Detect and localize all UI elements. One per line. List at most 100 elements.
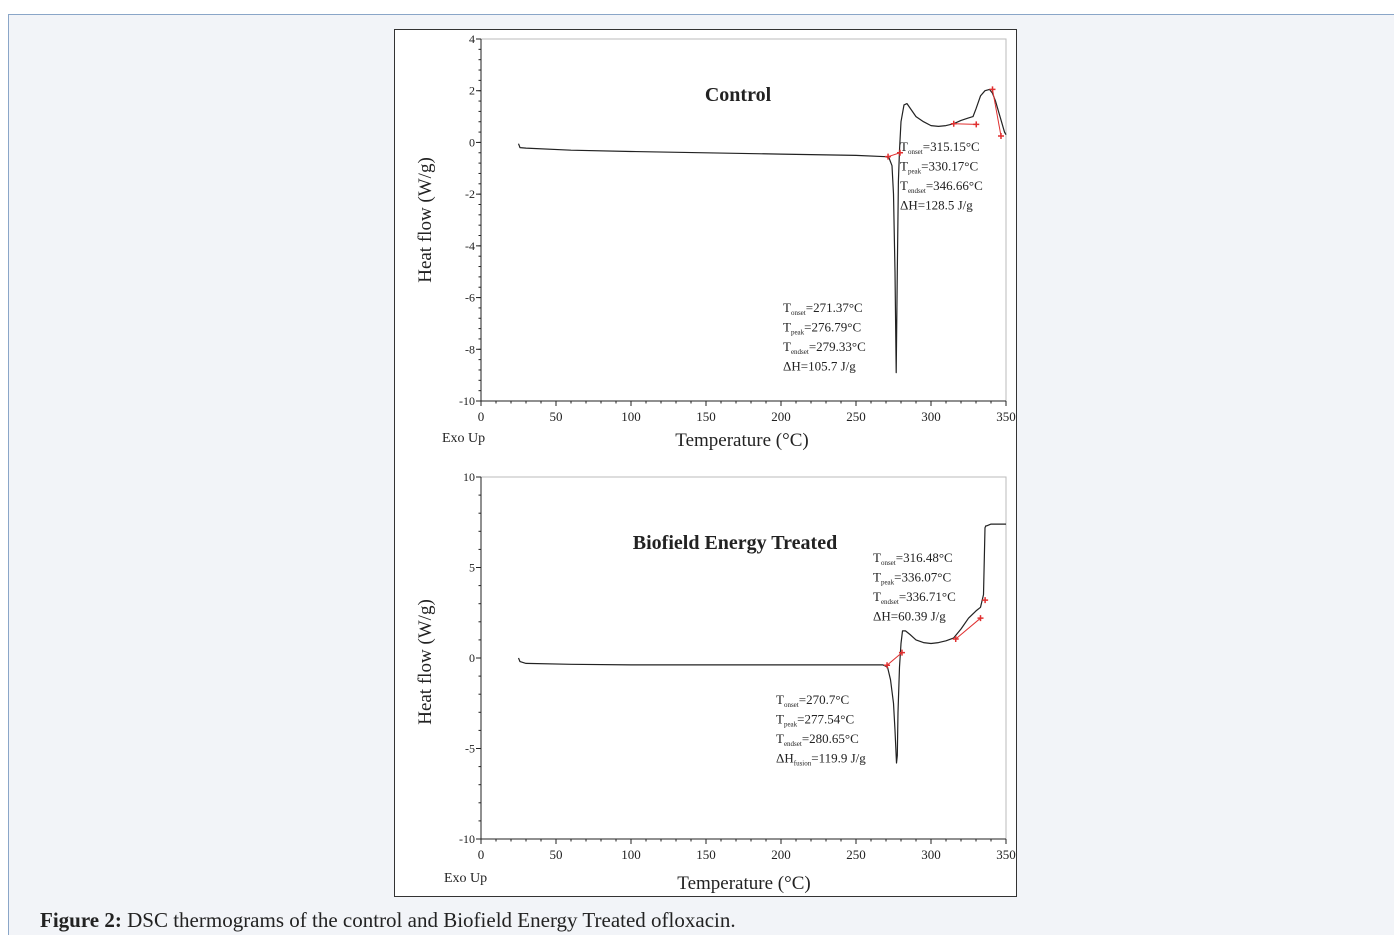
annotation-value: =277.54°C	[797, 712, 854, 727]
annotation-line: Tpeak=336.07°C	[873, 570, 951, 587]
exo-up-label: Exo Up	[442, 431, 485, 446]
x-tick-label: 250	[846, 409, 866, 424]
y-axis-label: Heat flow (W/g)	[415, 599, 436, 725]
chart-title: Biofield Energy Treated	[633, 532, 837, 554]
chart-panel-1: 0 50 100 150 200 250 300 350 4 2 0 -2 -4 -6 -8 -10 Heat …	[415, 32, 1016, 451]
y-tick-label: -6	[465, 291, 475, 305]
annotation-value: =271.37°C	[806, 300, 863, 315]
annotation-line: Tpeak=330.17°C	[900, 159, 978, 176]
annotation-line: Tendset=279.33°C	[783, 339, 866, 356]
annotation-base: T	[873, 589, 881, 604]
x-tick-label: 50	[550, 409, 563, 424]
x-tick-label: 350	[996, 847, 1016, 862]
x-tick-label: 50	[550, 847, 563, 862]
y-tick-label: 4	[469, 32, 475, 46]
x-tick-label: 300	[921, 409, 941, 424]
annotation-line: Tendset=336.71°C	[873, 589, 956, 606]
figure-caption: Figure 2: DSC thermograms of the control…	[40, 908, 736, 933]
annotation-value: =119.9 J/g	[811, 751, 866, 766]
y-tick-label: 0	[469, 135, 475, 149]
annotation-value: =346.66°C	[926, 178, 983, 193]
y-tick-label: 0	[469, 651, 475, 665]
annotation-base: T	[873, 550, 881, 565]
x-tick-label: 200	[771, 847, 791, 862]
y-tick-label: 5	[469, 561, 475, 575]
annotation-line: Tpeak=277.54°C	[776, 712, 854, 729]
integration-baseline	[956, 618, 981, 639]
annotation-subscript: onset	[784, 701, 799, 709]
annotation-base: T	[900, 178, 908, 193]
annotation-subscript: onset	[881, 559, 896, 567]
annotation-subscript: peak	[881, 579, 895, 587]
x-tick-label: 100	[621, 409, 641, 424]
annotation-line: ΔH=60.39 J/g	[873, 609, 946, 624]
y-axis-label: Heat flow (W/g)	[415, 157, 436, 283]
peak-marker	[885, 154, 891, 160]
annotation-base: T	[783, 320, 791, 335]
annotation-line: Tonset=270.7°C	[776, 692, 849, 709]
annotation-line: ΔH=128.5 J/g	[900, 198, 973, 213]
x-tick-label: 200	[771, 409, 791, 424]
integration-baseline	[954, 124, 977, 125]
x-tick-label: 0	[478, 409, 485, 424]
annotation-base: ΔH=105.7 J/g	[783, 359, 856, 374]
caption-text: DSC thermograms of the control and Biofi…	[127, 908, 736, 932]
y-tick-label: -4	[465, 239, 475, 253]
annotation-line: Tendset=346.66°C	[900, 178, 983, 195]
annotation-value: =336.07°C	[894, 570, 951, 585]
caption-label: Figure 2:	[40, 908, 122, 932]
y-tick-label: -2	[465, 187, 475, 201]
annotation-base: T	[776, 731, 784, 746]
annotation-value: =336.71°C	[899, 589, 956, 604]
dsc-thermogram-figure: 0 50 100 150 200 250 300 350420-2-4-6-8-10Heat …	[395, 30, 1018, 898]
x-tick-label: 250	[846, 847, 866, 862]
exo-up-label: Exo Up	[444, 871, 487, 886]
figure-image: 0 50 100 150 200 250 300 350 4 2 0 -2 -4 -6 -8 -10 Heat …	[394, 29, 1017, 897]
peak-marker	[951, 121, 957, 127]
x-tick-label: 0	[478, 847, 485, 862]
annotation-base: T	[776, 712, 784, 727]
annotation-subscript: peak	[791, 329, 805, 337]
annotation-line: Tpeak=276.79°C	[783, 320, 861, 337]
x-tick-label: 350	[996, 409, 1016, 424]
annotation-subscript: onset	[791, 309, 806, 317]
y-tick-label: -10	[459, 832, 475, 846]
annotation-base: T	[873, 570, 881, 585]
annotation-line: Tonset=315.15°C	[900, 139, 980, 156]
x-tick-label: 300	[921, 847, 941, 862]
x-tick-label: 150	[696, 847, 716, 862]
annotation-base: ΔH=60.39 J/g	[873, 609, 946, 624]
integration-baseline	[993, 89, 1001, 136]
annotation-subscript: endset	[881, 598, 899, 606]
annotation-base: T	[783, 300, 791, 315]
annotation-base: T	[776, 692, 784, 707]
annotation-subscript: endset	[908, 187, 926, 195]
annotation-subscript: peak	[784, 721, 798, 729]
peak-marker	[973, 121, 979, 127]
annotation-subscript: endset	[784, 740, 802, 748]
annotation-line: Tonset=271.37°C	[783, 300, 863, 317]
y-tick-label: -10	[459, 394, 475, 408]
data-series-line	[519, 89, 1007, 372]
peak-marker	[998, 133, 1004, 139]
annotation-value: =316.48°C	[896, 550, 953, 565]
y-tick-label: -8	[465, 342, 475, 356]
annotation-base: T	[783, 339, 791, 354]
annotation-base: T	[900, 159, 908, 174]
x-axis-label: Temperature (°C)	[675, 430, 808, 451]
annotation-line: ΔH=105.7 J/g	[783, 359, 856, 374]
chart-title: Control	[705, 84, 772, 106]
y-tick-label: 10	[463, 470, 475, 484]
annotation-value: =270.7°C	[799, 692, 849, 707]
annotation-base: T	[900, 139, 908, 154]
annotation-subscript: endset	[791, 348, 809, 356]
annotation-subscript: onset	[908, 148, 923, 156]
annotation-value: =280.65°C	[802, 731, 859, 746]
annotation-line: Tonset=316.48°C	[873, 550, 953, 567]
annotation-subscript: fusion	[794, 760, 812, 768]
y-tick-label: 2	[469, 84, 475, 98]
x-tick-label: 100	[621, 847, 641, 862]
annotation-value: =330.17°C	[921, 159, 978, 174]
annotation-value: =315.15°C	[923, 139, 980, 154]
